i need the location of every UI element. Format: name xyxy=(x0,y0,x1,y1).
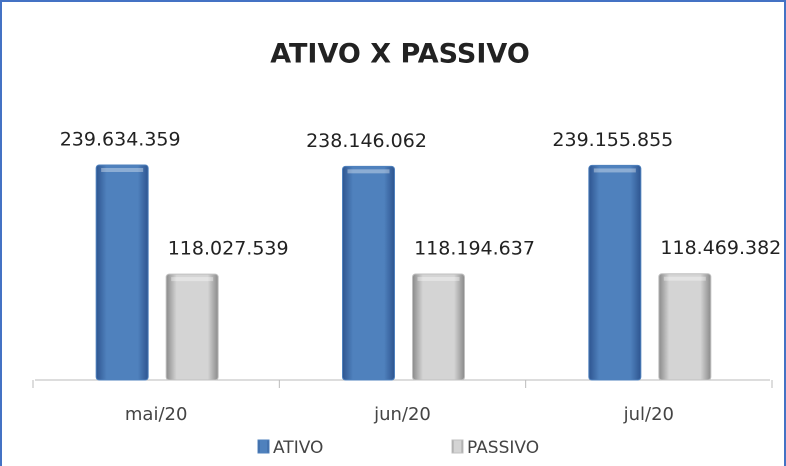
bar xyxy=(412,273,465,381)
bar-bevel xyxy=(171,277,214,282)
bar-bevel xyxy=(101,168,144,172)
bar xyxy=(342,165,395,381)
data-label: 239.155.855 xyxy=(552,129,673,151)
bar xyxy=(588,164,642,381)
bar xyxy=(95,164,149,381)
legend-label: PASSIVO xyxy=(467,438,539,458)
bar-bevel xyxy=(347,169,390,174)
data-label: 118.027.539 xyxy=(168,238,289,260)
data-label: 118.469.382 xyxy=(660,237,781,259)
legend-swatch xyxy=(451,439,464,454)
bar xyxy=(658,273,712,381)
bar-bevel xyxy=(593,168,636,173)
x-tick-label: jun/20 xyxy=(373,404,431,425)
bar xyxy=(165,273,219,381)
legend-swatch xyxy=(257,439,270,454)
data-label: 239.634.359 xyxy=(60,129,181,151)
x-tick-label: jul/20 xyxy=(623,404,674,425)
data-label: 118.194.637 xyxy=(414,237,535,259)
bar-bevel xyxy=(663,276,706,281)
x-tick-label: mai/20 xyxy=(125,404,188,425)
chart-title: ATIVO X PASSIVO xyxy=(270,39,530,70)
legend-label: ATIVO xyxy=(273,438,323,458)
bar-bevel xyxy=(417,276,460,281)
data-label: 238.146.062 xyxy=(306,130,427,152)
